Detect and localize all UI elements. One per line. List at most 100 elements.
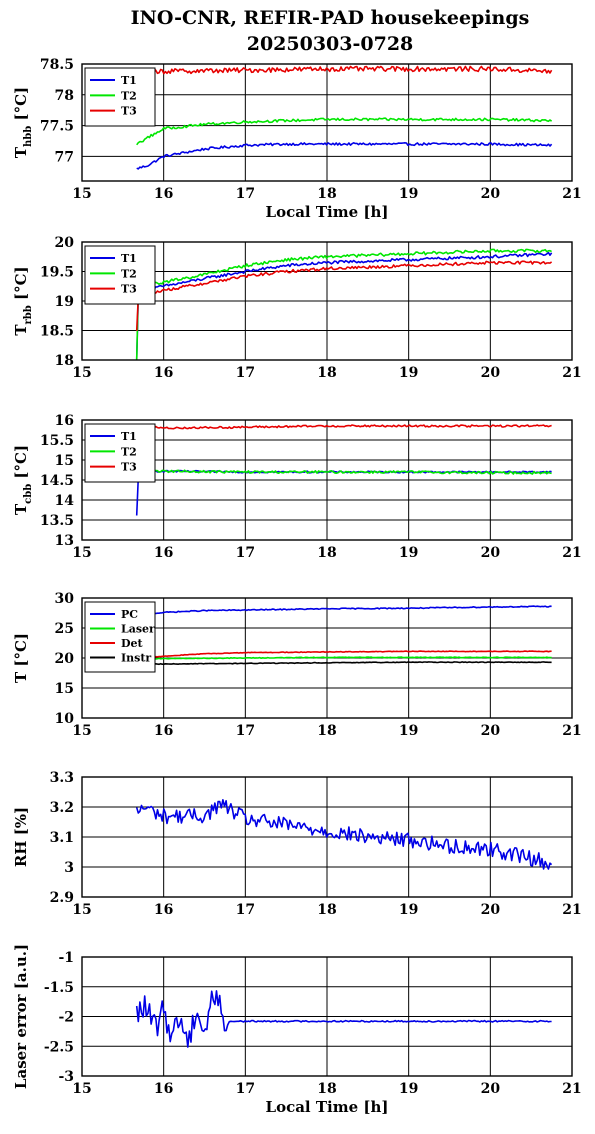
legend: T1 T2 T3 [84,245,156,305]
x-tick-label: 15 [72,545,91,561]
series-line-t3 [136,424,552,430]
y-axis-label: Trbb [°C] [12,266,34,335]
x-tick-label: 21 [562,365,581,381]
legend-label-instr: Instr [121,652,151,665]
legend-label-t3: T3 [121,283,137,296]
x-tick-label: 17 [236,365,255,381]
x-axis-label: Local Time [h] [266,1098,389,1116]
y-axis-label: Thbb [°C] [12,87,34,158]
x-tick-label: 20 [481,1081,501,1097]
y-tick-label: 20 [55,651,75,667]
series-line-t2 [136,117,553,146]
x-tick-label: 18 [317,545,336,561]
y-axis-label: RH [%] [12,807,30,867]
x-tick-label: 19 [399,186,418,202]
y-tick-label: 15 [55,681,74,697]
series-line-t2 [135,248,552,361]
y-tick-label: 18 [55,353,74,369]
legend-box [84,245,156,305]
x-tick-label: 21 [562,545,581,561]
x-tick-label: 21 [562,902,581,918]
plot-frame [81,956,573,1077]
series-line-t1 [135,251,553,360]
x-axis-label: Local Time [h] [266,203,389,221]
y-tick-label: 14.5 [40,473,74,489]
x-tick-label: 15 [72,902,91,918]
x-tick-label: 16 [154,545,173,561]
y-axis-label: T [°C] [12,633,30,683]
y-axis-label-main: Laser error [a.u.] [12,944,30,1089]
y-tick-label: 15 [55,453,74,469]
y-tick-label: -1 [58,950,74,966]
x-tick-label: 20 [481,723,501,739]
x-tick-label: 20 [481,186,501,202]
y-tick-label: -2.5 [44,1039,74,1055]
legend-label-t2: T2 [121,89,137,102]
x-tick-label: 16 [154,902,173,918]
series-line-det [136,650,552,659]
x-tick-label: 21 [562,723,581,739]
x-tick-label: 17 [236,1081,255,1097]
y-axis-label-subscript: rbb [23,305,34,324]
legend-label-t1: T1 [121,430,137,443]
y-axis-label-subscript: cbb [23,484,34,504]
y-tick-label: 13.5 [40,513,74,529]
x-tick-label: 17 [236,723,255,739]
y-axis-label-subscript: hbb [23,126,34,147]
series-line-t1 [136,142,553,170]
x-tick-label: 18 [317,1081,336,1097]
x-tick-label: 18 [317,186,336,202]
x-tick-label: 19 [399,545,418,561]
plot-frame [81,63,573,182]
x-tick-label: 15 [72,723,91,739]
y-axis-label-unit: [°C] [12,445,30,484]
y-tick-label: -2 [58,1010,74,1026]
y-tick-label: 3.2 [50,800,74,816]
x-tick-label: 21 [562,186,581,202]
y-tick-label: 18.5 [40,324,74,340]
y-tick-label: 19 [55,294,74,310]
legend-label-t3: T3 [121,461,137,474]
y-tick-label: 3.1 [50,830,74,846]
y-tick-label: -3 [58,1069,74,1085]
y-tick-label: 15.5 [40,433,74,449]
x-tick-label: 16 [154,723,173,739]
series-line-t3 [136,65,553,75]
panel-1: 77 77.5 78 78.5 15 16 17 18 19 20 21 Local Time [h]… [12,57,582,221]
x-tick-label: 17 [236,545,255,561]
series-line-main [135,798,553,870]
y-tick-label: 25 [55,621,74,637]
legend: T1 T2 T3 [84,423,156,483]
x-tick-label: 18 [317,902,336,918]
y-axis-label-main: RH [%] [12,807,30,867]
legend-label-laser: Laser [121,623,155,636]
y-tick-label: 30 [55,591,75,607]
series-line-t3 [135,260,553,331]
y-tick-label: 77.5 [40,119,74,135]
y-axis-label-main: T [12,146,30,158]
legend-label-t3: T3 [121,105,137,118]
y-axis-label: Tcbb [°C] [12,445,34,515]
x-tick-label: 16 [154,186,173,202]
x-tick-label: 16 [154,365,173,381]
y-tick-label: 3.3 [50,770,74,786]
plot-frame [81,597,573,719]
series-line-t2 [136,468,552,475]
x-tick-label: 16 [154,1081,173,1097]
x-tick-label: 18 [317,723,336,739]
x-tick-label: 21 [562,1081,581,1097]
x-tick-label: 19 [399,723,418,739]
y-tick-label: 77 [55,149,74,165]
legend-label-t1: T1 [121,252,137,265]
panel-3: 13 13.5 14 14.5 15 15.5 16 15 16 17 18 19 20 21 Tcbb [… [12,413,582,561]
x-tick-label: 19 [399,365,418,381]
legend-label-t2: T2 [121,445,137,458]
y-tick-label: 2.9 [50,890,74,906]
y-tick-label: 14 [55,493,75,509]
legend-label-pc: PC [121,608,138,621]
y-axis-label: Laser error [a.u.] [12,944,30,1089]
legend-label-t1: T1 [121,74,137,87]
